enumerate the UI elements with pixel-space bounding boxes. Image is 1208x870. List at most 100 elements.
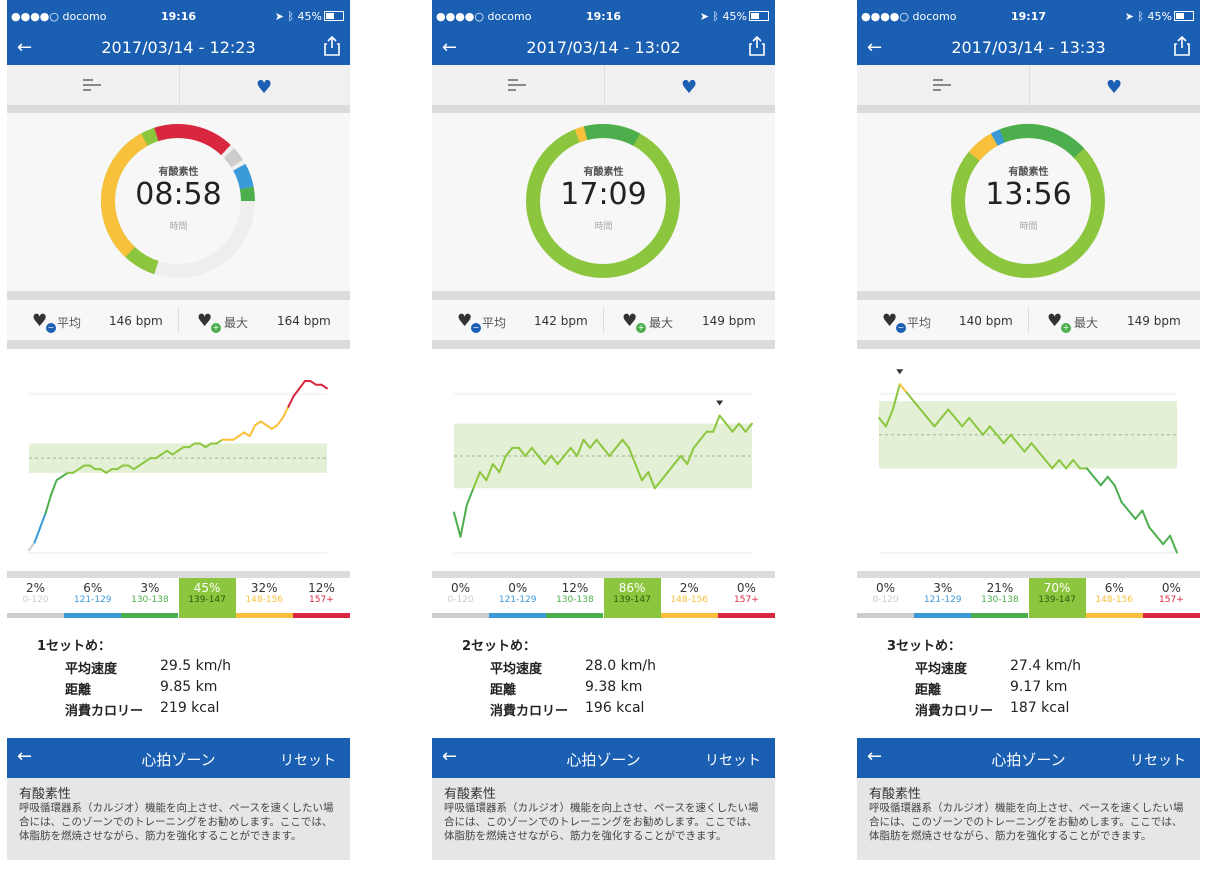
hr-line-segment — [891, 383, 901, 411]
zone-percent: 21% — [986, 581, 1014, 595]
zone-percent: 0% — [876, 581, 896, 595]
hr-line-segment — [712, 414, 721, 433]
zone-color-bar — [121, 613, 179, 618]
zone-description-title: 有酸素性 — [869, 787, 922, 802]
zone-range: 139-147 — [1038, 595, 1076, 605]
share-icon[interactable] — [749, 36, 765, 56]
zone-range: 148-156 — [670, 595, 709, 605]
heart-rate-graph — [453, 393, 753, 554]
zone-ring-chart — [101, 124, 255, 278]
hr-line-segment — [744, 422, 753, 433]
hr-line-segment — [154, 453, 163, 460]
reset-button[interactable]: リセット — [280, 753, 336, 769]
heart-avg-icon: ♥ — [457, 311, 473, 331]
zone-percent: 12% — [561, 581, 589, 595]
hr-line-segment — [127, 464, 135, 471]
hr-line-segment — [459, 503, 468, 538]
zone-range: 130-138 — [556, 595, 594, 605]
arrow-left-icon[interactable]: ← — [442, 746, 458, 767]
zone-nav-title: 心拍ゾーン — [991, 751, 1066, 769]
tab-summary[interactable] — [7, 65, 178, 105]
zone-nav-title: 心拍ゾーン — [566, 751, 641, 769]
zone-range: 121-129 — [923, 595, 962, 605]
divider — [857, 340, 1200, 349]
hr-line-segment — [569, 446, 579, 457]
hr-line-segment — [725, 422, 734, 433]
zone-range: 121-129 — [73, 595, 112, 605]
arrow-left-icon[interactable]: ← — [867, 37, 883, 58]
hr-line-segment — [1037, 450, 1047, 461]
hr-line-segment — [1016, 442, 1026, 453]
ring-segment-0-120 — [223, 148, 244, 168]
zone-description: 有酸素性 呼吸循環器系（カルジオ）機能を向上させ、ペースを速くしたい場合には、こ… — [857, 778, 1200, 860]
hr-line-segment — [171, 449, 179, 456]
zone-color-bar — [1085, 613, 1143, 618]
stat-value-distance: 9.38 km — [585, 679, 643, 695]
hr-line-segment — [472, 471, 481, 490]
tab-summary[interactable] — [857, 65, 1028, 105]
reset-button[interactable]: リセット — [1130, 753, 1186, 769]
heart-rate-summary: ♥ ~ 平均 142 bpm ♥ + 最大 149 bpm — [432, 300, 775, 340]
hr-line-segment — [1085, 467, 1095, 478]
divider — [7, 291, 350, 300]
max-label: 最大 — [649, 316, 674, 330]
heart-icon: ♥ — [681, 77, 698, 98]
divider — [432, 571, 775, 578]
status-bar: ●●●●○ docomo 19:17 ➤ ᛒ 45% — [857, 0, 1200, 33]
hr-line-segment — [1058, 459, 1068, 470]
arrow-left-icon[interactable]: ← — [17, 37, 33, 58]
arrow-left-icon[interactable]: ← — [17, 746, 33, 767]
max-marker-icon — [896, 369, 904, 375]
avg-badge-icon: ~ — [46, 323, 56, 333]
zone-cell-148-156: 6% 148-156 — [1085, 578, 1143, 618]
zone-color-bar — [971, 613, 1029, 618]
hr-line-segment — [563, 446, 572, 457]
arrow-left-icon[interactable]: ← — [442, 37, 458, 58]
bluetooth-icon: ᛒ — [1137, 10, 1145, 23]
ring-segment-121-129 — [990, 129, 1005, 146]
zone-nav-title: 心拍ゾーン — [141, 751, 216, 769]
zone-cell-130-138: 12% 130-138 — [546, 578, 604, 618]
zone-description-title: 有酸素性 — [19, 787, 72, 802]
hr-line-segment — [270, 424, 279, 430]
zone-range: 157+ — [309, 595, 334, 605]
hr-line-segment — [692, 438, 702, 449]
max-value: 149 bpm — [1127, 314, 1181, 328]
tab-summary[interactable] — [432, 65, 603, 105]
hr-line-segment — [524, 446, 533, 457]
phone-screen: ●●●●○ docomo 19:16 ➤ ᛒ 45% ← 2017/03/14 … — [7, 0, 350, 870]
hr-line-segment — [44, 493, 53, 515]
hr-line-segment — [666, 463, 676, 474]
tab-heart[interactable]: ♥ — [179, 65, 351, 105]
status-bar: ●●●●○ docomo 19:16 ➤ ᛒ 45% — [432, 0, 775, 33]
stat-value-distance: 9.85 km — [160, 679, 218, 695]
share-icon[interactable] — [1174, 36, 1190, 56]
zone-color-bar — [489, 613, 547, 618]
zone-color-bar — [603, 613, 661, 618]
hr-line-segment — [1169, 534, 1178, 554]
heart-max-icon: ♥ — [1047, 311, 1063, 331]
zone-range: 148-156 — [1095, 595, 1134, 605]
status-time: 19:16 — [160, 10, 196, 23]
zone-cell-139-147: 70% 139-147 — [1028, 578, 1086, 618]
share-icon[interactable] — [324, 36, 340, 56]
hr-line-segment — [1162, 534, 1172, 546]
tab-heart[interactable]: ♥ — [604, 65, 776, 105]
reset-button[interactable]: リセット — [705, 753, 761, 769]
zone-cell-130-138: 3% 130-138 — [121, 578, 179, 618]
avg-value: 140 bpm — [959, 314, 1013, 328]
zone-color-bar — [660, 613, 718, 618]
hr-line-segment — [28, 541, 36, 551]
zone-nav-bar: ← 心拍ゾーン リセット — [7, 738, 350, 778]
zone-ring: 有酸素性 13:56 時間 — [857, 113, 1200, 291]
zone-color-bar — [546, 613, 604, 618]
set-heading: 1セットめ： — [37, 639, 112, 654]
hr-line-segment — [1148, 526, 1158, 537]
arrow-left-icon[interactable]: ← — [867, 746, 883, 767]
bluetooth-icon: ᛒ — [287, 10, 295, 23]
hr-line-segment — [39, 512, 47, 529]
hr-line-segment — [556, 454, 566, 466]
battery-icon — [324, 11, 344, 21]
tab-heart[interactable]: ♥ — [1029, 65, 1201, 105]
hr-line-segment — [595, 438, 604, 449]
